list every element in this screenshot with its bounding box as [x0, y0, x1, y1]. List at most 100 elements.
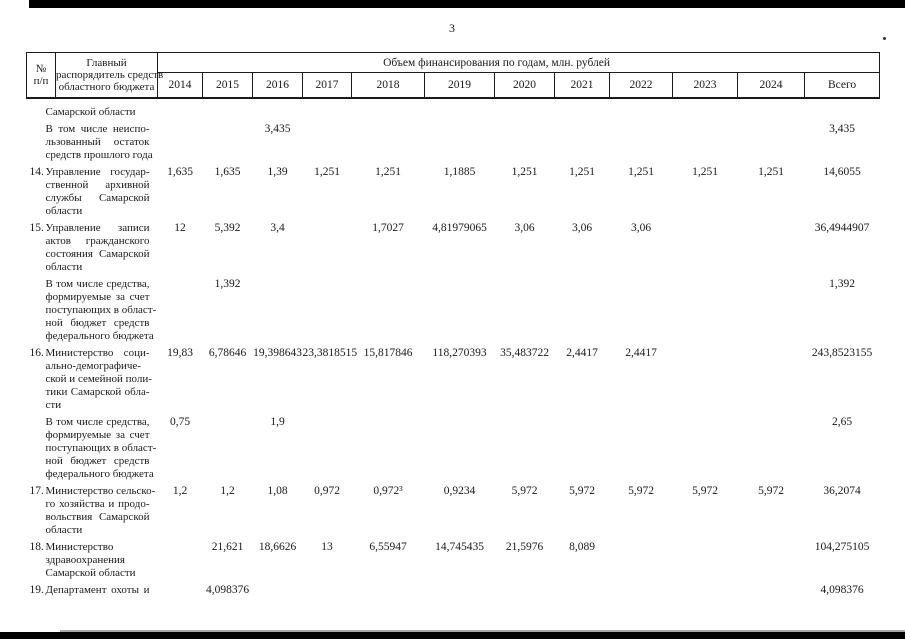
year-value: 2,4417 [566, 347, 598, 359]
column-header-year-2022: 2022 [609, 72, 673, 99]
table-row: 18. Министерство здравоохранения Самарской … [27, 541, 880, 584]
year-value: 2,4417 [625, 347, 657, 359]
row-name-line: формируемые за счет [45, 429, 150, 441]
year-value: 12 [174, 222, 186, 234]
year-value [738, 416, 805, 485]
year-value [253, 584, 303, 601]
year-value [425, 584, 495, 601]
table-row: 19. Департамент охоты и 4,098376 4,098376 [27, 584, 880, 601]
year-value: 1,08 [267, 485, 288, 497]
row-name-line: службы Самарской [45, 192, 150, 204]
row-name-line: вольствия Самарской [45, 511, 150, 523]
year-value: 1,251 [314, 166, 340, 178]
year-value: 1,2 [220, 485, 235, 497]
year-value: 5,972 [692, 485, 718, 497]
year-value: 1,635 [167, 166, 193, 178]
year-value [673, 222, 738, 278]
row-name-line: области [45, 261, 83, 273]
row-name-line: поступающих в област- [45, 304, 157, 316]
year-value [203, 123, 253, 166]
row-name-line: Управление записи [45, 222, 150, 234]
column-header-num: № п/п [26, 52, 56, 99]
scan-artifact-top-bar [29, 0, 905, 8]
year-value [203, 416, 253, 485]
year-value [555, 278, 610, 347]
row-name-line: средств прошлого года [45, 149, 153, 161]
column-header-year-2021: 2021 [554, 72, 610, 99]
total-value [805, 98, 880, 123]
year-value [495, 416, 555, 485]
year-value [303, 584, 352, 601]
year-value: 19,83 [167, 347, 193, 359]
year-value [303, 222, 352, 278]
row-name-line: федерального бюджета [45, 468, 154, 480]
year-value [555, 123, 610, 166]
column-header-year-2018: 2018 [351, 72, 425, 99]
year-value: 23,3818515 [302, 347, 358, 359]
year-value [738, 541, 805, 584]
column-header-span: Объем финансирования по годам, млн. рубл… [156, 52, 881, 73]
year-value: 1,39 [267, 166, 288, 178]
year-value: 1,9 [270, 416, 285, 428]
year-value: 3,06 [571, 222, 593, 234]
column-header-total: Всего [803, 72, 881, 99]
year-value [158, 123, 203, 166]
year-value [673, 123, 738, 166]
year-value: 5,972 [628, 485, 654, 497]
column-header-year-2020: 2020 [494, 72, 555, 99]
total-value: 36,4944907 [814, 222, 870, 234]
total-value: 3,435 [829, 123, 855, 135]
column-header-year-2017: 2017 [302, 72, 352, 99]
year-value [610, 98, 673, 123]
row-name-line: области [45, 205, 83, 217]
row-name-cell: Департамент охоты и [46, 584, 158, 601]
table-header: № п/п Главный распорядитель средств обла… [26, 52, 881, 99]
year-value: 14,745435 [435, 541, 484, 553]
table-row: 14. Управление государ-ственной архивной с… [27, 166, 880, 222]
row-name: Самарской области [46, 106, 150, 119]
row-name-line: Самарской области [45, 106, 136, 118]
row-name-cell: В том числе неиспо-льзованный остаток сре… [46, 123, 158, 166]
row-name-cell: Министерство соци-ально-демографиче-ской… [46, 347, 158, 416]
year-value: 3,4 [270, 222, 285, 234]
year-value [425, 278, 495, 347]
year-value: 3,06 [514, 222, 535, 234]
year-value: 5,972 [569, 485, 595, 497]
year-value: 13 [321, 541, 333, 553]
year-value [738, 278, 805, 347]
year-value: 4,098376 [205, 584, 250, 596]
year-value [555, 584, 610, 601]
row-name-line: Самарской области [45, 567, 136, 579]
year-value [352, 98, 425, 123]
year-value [555, 416, 610, 485]
year-value [610, 278, 673, 347]
row-name: Министерство соци-ально-демографиче-ской… [45, 347, 152, 412]
scan-artifact-dot [883, 37, 886, 40]
year-value [673, 541, 738, 584]
row-name-line: ной бюджет средств [45, 455, 150, 467]
year-value [738, 222, 805, 278]
year-value [610, 416, 673, 485]
row-name-cell: Управление государ-ственной архивной служ… [46, 166, 158, 222]
table-row: 17. Министерство сельско-го хозяйства и п… [27, 485, 880, 541]
row-name-line: В том числе средства, [45, 416, 150, 428]
year-value [425, 98, 495, 123]
year-value [495, 98, 555, 123]
row-name: Министерство сельско-го хозяйства и прод… [45, 485, 156, 537]
row-name-line: сти [45, 399, 62, 411]
total-value: 1,392 [829, 278, 855, 290]
year-value: 1,251 [692, 166, 718, 178]
table-row: Самарской области [27, 98, 880, 123]
year-value: 0,972³ [373, 485, 403, 497]
row-name-line: ской и семейной поли- [45, 373, 152, 385]
year-value: 1,1885 [443, 166, 476, 178]
row-name-line: Министерство сельско- [45, 485, 156, 497]
year-value [495, 123, 555, 166]
year-value [673, 584, 738, 601]
year-value: 1,635 [214, 166, 241, 178]
year-value [738, 98, 805, 123]
total-value: 243,8523155 [811, 347, 873, 359]
total-value: 2,65 [832, 416, 853, 428]
year-value [158, 278, 203, 347]
year-value [610, 541, 673, 584]
